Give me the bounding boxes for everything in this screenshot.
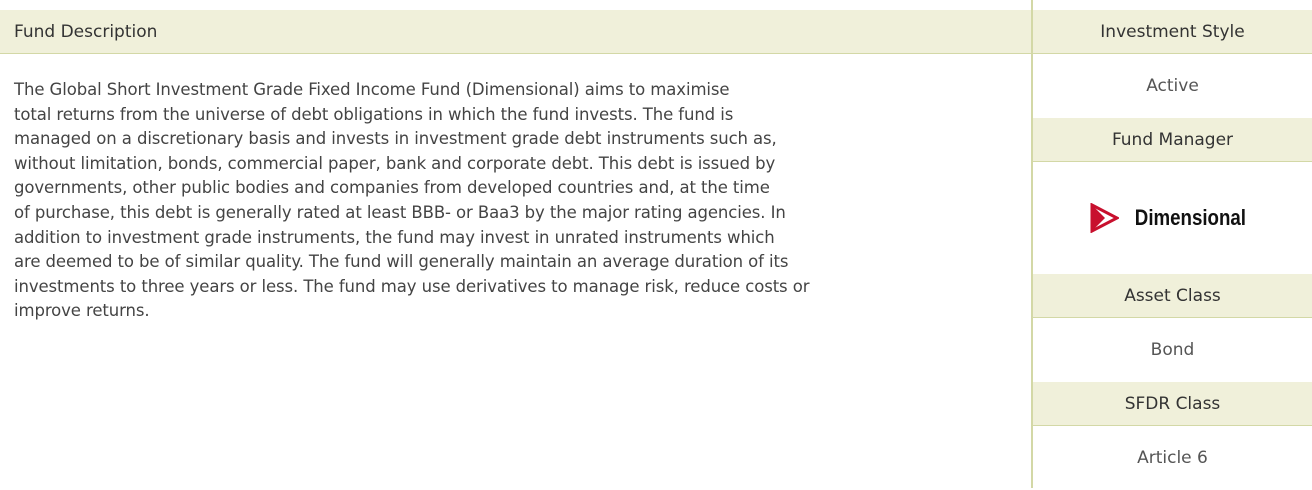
sidebar-value: Article 6 <box>1137 448 1208 468</box>
description-text: The Global Short Investment Grade Fixed … <box>0 54 1031 324</box>
description-line: addition to investment grade instruments… <box>14 227 775 247</box>
sidebar-header: Asset Class <box>1033 274 1312 318</box>
description-line: managed on a discretionary basis and inv… <box>14 129 777 149</box>
logo-text: Dimensional <box>1134 205 1247 230</box>
description-line: of purchase, this debt is generally rate… <box>14 202 786 222</box>
sidebar-value: Bond <box>1150 340 1195 360</box>
logo-icon <box>1090 203 1120 233</box>
sidebar-value: Active <box>1146 76 1199 96</box>
description-line: The Global Short Investment Grade Fixed … <box>14 80 730 99</box>
manager-logo: Dimensional <box>1033 162 1312 274</box>
sidebar: Investment Style Active Fund Manager Dim… <box>1033 10 1312 490</box>
description-line: investments to three years or less. The … <box>14 276 810 296</box>
description-line: without limitation, bonds, commercial pa… <box>14 153 776 173</box>
sidebar-header: Investment Style <box>1033 10 1312 54</box>
description-line: are deemed to be of similar quality. The… <box>14 252 789 272</box>
sidebar-header: Fund Manager <box>1033 118 1312 162</box>
description-line: total returns from the universe of debt … <box>14 104 734 124</box>
fund-description-panel: Fund Description The Global Short Invest… <box>0 10 1031 324</box>
description-line: improve returns. <box>14 301 150 321</box>
divider <box>1031 0 1033 488</box>
description-line: governments, other public bodies and com… <box>14 178 770 198</box>
sidebar-header: SFDR Class <box>1033 382 1312 426</box>
panel-header: Fund Description <box>0 10 1031 54</box>
